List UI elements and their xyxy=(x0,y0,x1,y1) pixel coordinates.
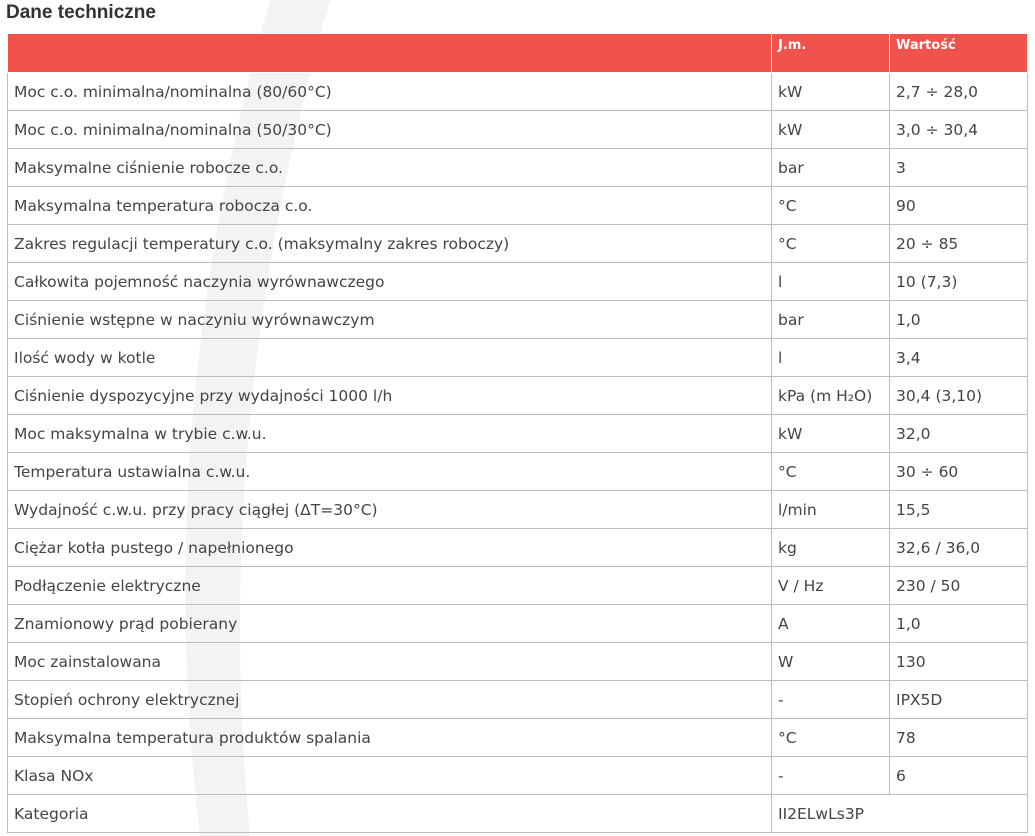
parameter-cell: Całkowita pojemność naczynia wyrównawcze… xyxy=(7,262,772,301)
parameter-cell: Temperatura ustawialna c.w.u. xyxy=(7,452,772,491)
table-row: Ciśnienie dyspozycyjne przy wydajności 1… xyxy=(7,376,1028,415)
table-row: Znamionowy prąd pobierany A 1,0 xyxy=(7,604,1028,643)
title: Dane techniczne xyxy=(6,2,156,23)
spec-table: J.m. Wartość Moc c.o. minimalna/nominaln… xyxy=(7,33,1028,833)
value-cell: 1,0 xyxy=(889,300,1028,339)
unit-cell: bar xyxy=(771,148,890,187)
header-cell xyxy=(7,33,772,73)
value-cell: IPX5D xyxy=(889,680,1028,719)
header-row: J.m. Wartość xyxy=(7,33,1028,73)
unit-cell: l xyxy=(771,262,890,301)
table-body: Moc c.o. minimalna/nominalna (80/60°C) kW… xyxy=(7,72,1028,833)
table-row: Maksymalna temperatura robocza c.o. °C 90 xyxy=(7,186,1028,225)
unit-cell: °C xyxy=(771,186,890,225)
parameter-cell: Klasa NOx xyxy=(7,756,772,795)
unit-cell: kW xyxy=(771,414,890,453)
value-cell: 30,4 (3,10) xyxy=(889,376,1028,415)
value-cell: 78 xyxy=(889,718,1028,757)
value-cell: 20 ÷ 85 xyxy=(889,224,1028,263)
table-row: Zakres regulacji temperatury c.o. (maksy… xyxy=(7,224,1028,263)
value-cell: 230 / 50 xyxy=(889,566,1028,605)
table-row: Moc c.o. minimalna/nominalna (50/30°C) kW… xyxy=(7,110,1028,149)
unit-cell: °C xyxy=(771,452,890,491)
parameter-cell: Moc c.o. minimalna/nominalna (50/30°C) xyxy=(7,110,772,149)
value-cell: 32,0 xyxy=(889,414,1028,453)
value-cell: 1,0 xyxy=(889,604,1028,643)
value-cell: 3 xyxy=(889,148,1028,187)
table-row: Klasa NOx -6 xyxy=(7,756,1028,795)
table-row: Stopień ochrony elektrycznej - IPX5D xyxy=(7,680,1028,719)
parameter-cell: Moc maksymalna w trybie c.w.u. xyxy=(7,414,772,453)
unit-cell: l/min xyxy=(771,490,890,529)
parameter-cell: Podłączenie elektryczne xyxy=(7,566,772,605)
unit-cell: kW xyxy=(771,72,890,111)
parameter-cell: Moc zainstalowana xyxy=(7,642,772,681)
header-cell: J.m. xyxy=(771,33,890,73)
unit-cell: l xyxy=(771,338,890,377)
unit-cell: W xyxy=(771,642,890,681)
parameter-cell: Wydajność c.w.u. przy pracy ciągłej (ΔT=… xyxy=(7,490,772,529)
parameter-cell: Maksymalna temperatura robocza c.o. xyxy=(7,186,772,225)
value-cell: 32,6 / 36,0 xyxy=(889,528,1028,567)
value-cell: 2,7 ÷ 28,0 xyxy=(889,72,1028,111)
table-row: Ilość wody w kotle l 3,4 xyxy=(7,338,1028,377)
unit-cell: II2ELwLs3P xyxy=(771,794,1028,833)
unit-cell: - xyxy=(771,756,890,795)
table-row: Ciśnienie wstępne w naczyniu wyrównawczy… xyxy=(7,300,1028,339)
table-row: Ciężar kotła pustego / napełnionego kg 32,… xyxy=(7,528,1028,567)
value-cell: 6 xyxy=(889,756,1028,795)
parameter-cell: Moc c.o. minimalna/nominalna (80/60°C) xyxy=(7,72,772,111)
table-row: Podłączenie elektryczne V / Hz 230 / 50 xyxy=(7,566,1028,605)
table-row: Temperatura ustawialna c.w.u. °C 30 ÷ 60 xyxy=(7,452,1028,491)
table-row: Wydajność c.w.u. przy pracy ciągłej (ΔT=… xyxy=(7,490,1028,529)
unit-cell: kg xyxy=(771,528,890,567)
table-row: Moc zainstalowana W 130 xyxy=(7,642,1028,681)
header-cell: Wartość xyxy=(889,33,1028,73)
value-cell: 3,4 xyxy=(889,338,1028,377)
parameter-cell: Ciśnienie wstępne w naczyniu wyrównawczy… xyxy=(7,300,772,339)
parameter-cell: Zakres regulacji temperatury c.o. (maksy… xyxy=(7,224,772,263)
table-row: Całkowita pojemność naczynia wyrównawcze… xyxy=(7,262,1028,301)
value-cell: 10 (7,3) xyxy=(889,262,1028,301)
unit-cell: V / Hz xyxy=(771,566,890,605)
parameter-cell: Ciśnienie dyspozycyjne przy wydajności 1… xyxy=(7,376,772,415)
table-row: Moc maksymalna w trybie c.w.u. kW 32,0 xyxy=(7,414,1028,453)
unit-cell: kPa (m H₂O) xyxy=(771,376,890,415)
table-row: Moc c.o. minimalna/nominalna (80/60°C) kW… xyxy=(7,72,1028,111)
parameter-cell: Ciężar kotła pustego / napełnionego xyxy=(7,528,772,567)
parameter-cell: Znamionowy prąd pobierany xyxy=(7,604,772,643)
value-cell: 90 xyxy=(889,186,1028,225)
parameter-cell: Kategoria xyxy=(7,794,772,833)
table-row: Maksymalna temperatura produktów spalani… xyxy=(7,718,1028,757)
unit-cell: °C xyxy=(771,718,890,757)
value-cell: 30 ÷ 60 xyxy=(889,452,1028,491)
parameter-cell: Maksymalne ciśnienie robocze c.o. xyxy=(7,148,772,187)
parameter-cell: Ilość wody w kotle xyxy=(7,338,772,377)
unit-cell: kW xyxy=(771,110,890,149)
unit-cell: A xyxy=(771,604,890,643)
unit-cell: °C xyxy=(771,224,890,263)
table-row: Kategoria II2ELwLs3P xyxy=(7,794,1028,833)
value-cell: 3,0 ÷ 30,4 xyxy=(889,110,1028,149)
value-cell: 130 xyxy=(889,642,1028,681)
value-cell: 15,5 xyxy=(889,490,1028,529)
unit-cell: - xyxy=(771,680,890,719)
parameter-cell: Stopień ochrony elektrycznej xyxy=(7,680,772,719)
unit-cell: bar xyxy=(771,300,890,339)
parameter-cell: Maksymalna temperatura produktów spalani… xyxy=(7,718,772,757)
table-row: Maksymalne ciśnienie robocze c.o. bar 3 xyxy=(7,148,1028,187)
